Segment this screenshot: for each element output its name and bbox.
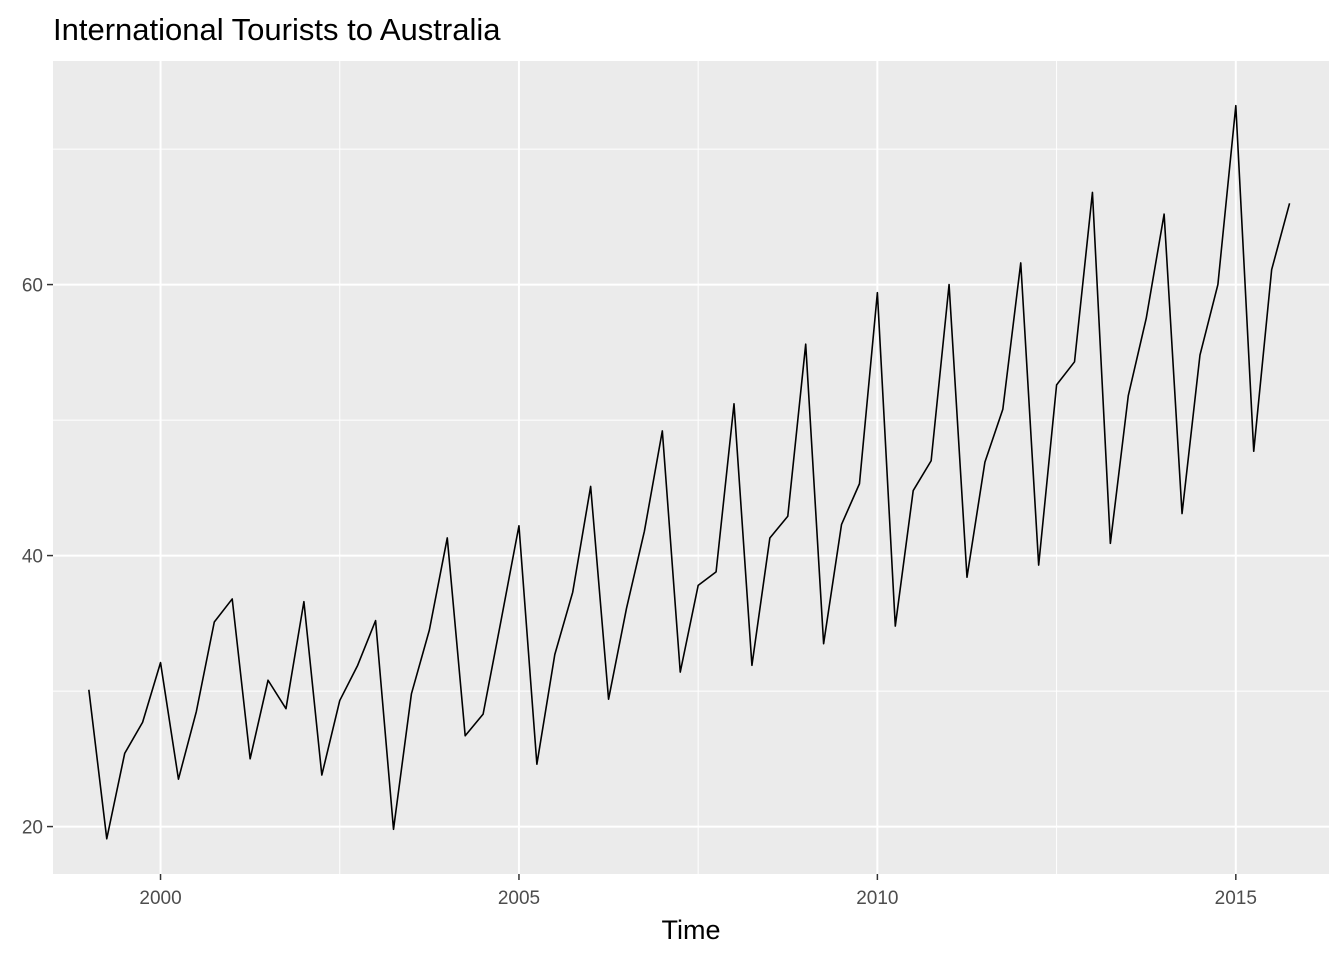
y-tick-label: 40	[22, 547, 43, 568]
x-axis-title: Time	[662, 915, 721, 945]
x-tick-label: 2015	[1215, 888, 1257, 909]
y-axis: 20 40 60	[22, 276, 53, 839]
series-layer	[88, 104, 1291, 840]
major-gridlines	[53, 61, 1329, 874]
plot-panel	[53, 61, 1329, 874]
x-tick-label: 2005	[498, 888, 540, 909]
y-tick-label: 60	[22, 276, 43, 297]
x-axis: 2000 2005 2010 2015	[139, 874, 1257, 909]
x-tick-label: 2010	[856, 888, 898, 909]
y-tick-label: 20	[22, 818, 43, 839]
chart-title: International Tourists to Australia	[53, 12, 501, 47]
x-tick-label: 2000	[139, 888, 181, 909]
series-line	[88, 104, 1291, 840]
